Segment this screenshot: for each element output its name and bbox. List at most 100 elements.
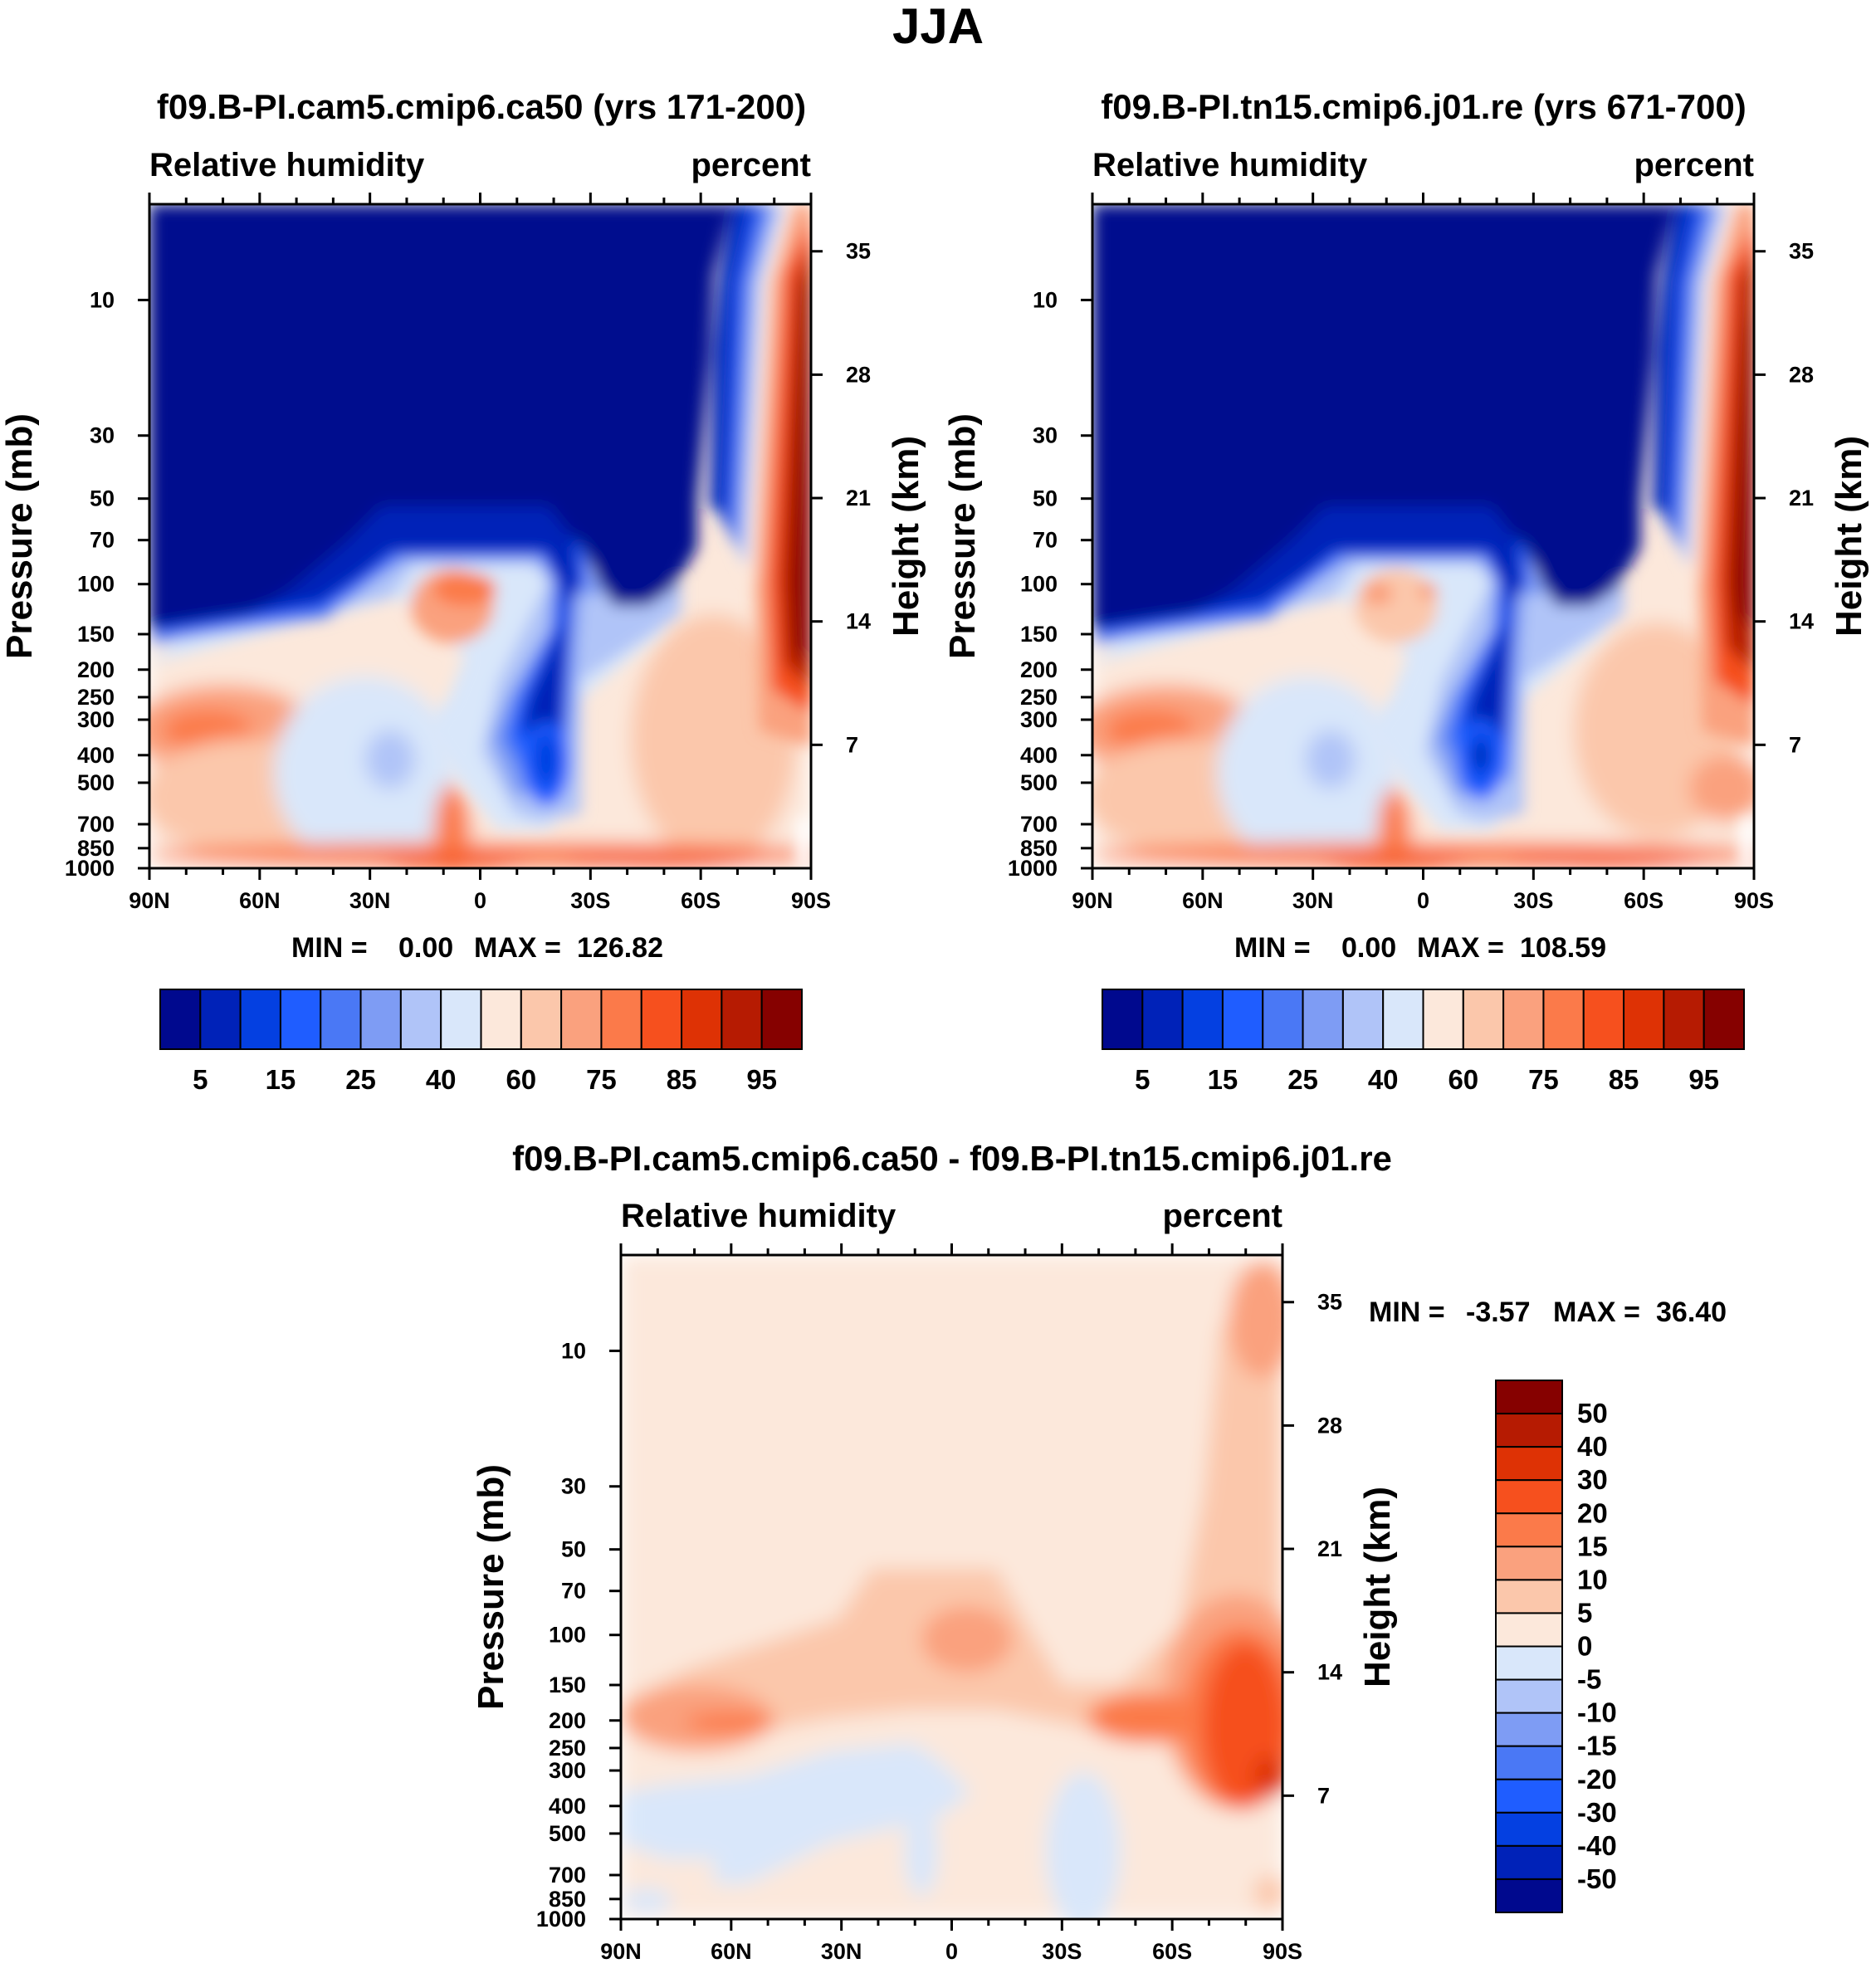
panel-3-colorbar-box <box>1495 1579 1563 1614</box>
panel-3-colorbar-label: 20 <box>1577 1497 1608 1528</box>
panel-2-contour-field <box>1092 204 1754 868</box>
panel-1-x-tick-label: 90S <box>791 888 831 913</box>
panel-1-colorbar-label: 95 <box>746 1064 777 1095</box>
panel-2-pressure-tick-label: 700 <box>1020 812 1058 837</box>
panel-2-colorbar-box <box>1502 989 1545 1050</box>
panel-3-pressure-tick-label: 500 <box>549 1821 586 1846</box>
panel-1-contour-field <box>149 204 811 868</box>
panel-2: f09.B-PI.tn15.cmip6.j01.re (yrs 671-700)… <box>942 87 1869 1095</box>
panel-1-x-tick-label: 30N <box>349 888 391 913</box>
panel-2-colorbar-box <box>1462 989 1505 1050</box>
panel-2-pressure-tick-label: 50 <box>1033 486 1058 511</box>
panel-2-colorbar-box <box>1542 989 1585 1050</box>
panel-3-colorbar-label: -20 <box>1577 1764 1617 1795</box>
panel-1-colorbar-box <box>760 989 803 1050</box>
panel-2-colorbar-label: 5 <box>1135 1064 1150 1095</box>
panel-3: f09.B-PI.cam5.cmip6.ca50 - f09.B-PI.tn15… <box>471 1139 1727 1964</box>
panel-1-colorbar-box <box>440 989 482 1050</box>
panel-3-pressure-tick-label: 250 <box>549 1736 586 1761</box>
panel-1-pressure-tick-label: 400 <box>77 743 115 768</box>
panel-3-pressure-tick-label: 200 <box>549 1708 586 1733</box>
panel-1-x-tick-label: 60S <box>681 888 721 913</box>
panel-3-colorbar-box <box>1495 1811 1563 1847</box>
panel-1-height-tick-label: 35 <box>846 239 871 264</box>
panel-3-colorbar-box <box>1495 1778 1563 1814</box>
panel-2-height-tick-label: 14 <box>1789 609 1814 634</box>
panel-1-colorbar-label: 25 <box>345 1064 376 1095</box>
panel-3-height-tick-label: 35 <box>1317 1290 1342 1315</box>
panel-2-colorbar-box <box>1382 989 1424 1050</box>
panel-2-x-tick-label: 60S <box>1624 888 1663 913</box>
panel-1-colorbar-label: 15 <box>266 1064 296 1095</box>
panel-1-min-label: MIN = <box>291 932 368 964</box>
panel-1-colorbar-label: 40 <box>426 1064 457 1095</box>
panel-3-colorbar-box <box>1495 1712 1563 1747</box>
panel-2-colorbar-label: 60 <box>1448 1064 1478 1095</box>
panel-3-colorbar-box <box>1495 1678 1563 1714</box>
panel-2-colorbar-box <box>1582 989 1625 1050</box>
panel-3-colorbar-box <box>1495 1380 1563 1415</box>
panel-2-y2-axis-title: Height (km) <box>1829 436 1869 637</box>
panel-3-colorbar-box <box>1495 1612 1563 1648</box>
panel-1-pressure-tick-label: 100 <box>77 572 115 597</box>
panel-1-x-tick-label: 90N <box>129 888 170 913</box>
panel-1-title: f09.B-PI.cam5.cmip6.ca50 (yrs 171-200) <box>157 87 806 126</box>
panel-3-x-tick-label: 90S <box>1263 1939 1302 1964</box>
panel-1-x-tick-label: 30S <box>570 888 610 913</box>
panel-1-pressure-tick-label: 150 <box>77 622 115 647</box>
panel-1-colorbar-label: 5 <box>193 1064 208 1095</box>
panel-3-x-tick-label: 90N <box>600 1939 642 1964</box>
panel-3-units-label: percent <box>1163 1198 1283 1234</box>
panel-3-pressure-tick-label: 50 <box>561 1537 586 1562</box>
panel-3-max-value: 36.40 <box>1656 1297 1727 1328</box>
panel-3-x-tick-label: 60N <box>711 1939 752 1964</box>
panel-3-colorbar-label: 5 <box>1577 1597 1592 1628</box>
panel-3-difference-field <box>621 1255 1282 1919</box>
panel-1-pressure-tick-label: 50 <box>90 486 115 511</box>
panel-1-colorbar-box <box>239 989 281 1050</box>
panel-2-pressure-tick-label: 300 <box>1020 707 1058 732</box>
panel-3-y-axis-title: Pressure (mb) <box>471 1464 511 1710</box>
panel-3-pressure-tick-label: 70 <box>561 1579 586 1604</box>
panel-2-pressure-tick-label: 10 <box>1033 287 1058 312</box>
panel-1-max-label: MAX = <box>474 932 561 964</box>
panel-3-pressure-tick-label: 700 <box>549 1863 586 1888</box>
panel-1-pressure-tick-label: 10 <box>90 287 115 312</box>
panel-3-colorbar-label: -30 <box>1577 1797 1617 1828</box>
panel-3-colorbar-label: 15 <box>1577 1531 1608 1561</box>
panel-2-colorbar-label: 40 <box>1368 1064 1399 1095</box>
panel-2-colorbar-box <box>1663 989 1705 1050</box>
panel-1-height-tick-label: 14 <box>846 609 871 634</box>
panel-1-colorbar-box <box>640 989 683 1050</box>
panel-2-colorbar-box <box>1102 989 1144 1050</box>
panel-2-colorbar-box <box>1302 989 1344 1050</box>
panel-1-colorbar-box <box>681 989 723 1050</box>
panel-3-pressure-tick-label: 1000 <box>536 1907 586 1932</box>
panel-1-variable-label: Relative humidity <box>149 147 425 183</box>
panel-2-colorbar-box <box>1703 989 1745 1050</box>
panel-3-pressure-tick-label: 100 <box>549 1623 586 1648</box>
panel-2-colorbar-label: 15 <box>1208 1064 1238 1095</box>
panel-2-pressure-tick-label: 850 <box>1020 836 1058 861</box>
panel-2-x-tick-label: 90N <box>1072 888 1113 913</box>
panel-1-pressure-tick-label: 1000 <box>65 856 115 881</box>
panel-1-colorbar-box <box>320 989 362 1050</box>
panel-1: f09.B-PI.cam5.cmip6.ca50 (yrs 171-200) R… <box>0 87 926 1095</box>
panel-1-height-tick-label: 7 <box>846 732 858 757</box>
panel-2-units-label: percent <box>1634 147 1755 183</box>
panel-2-colorbar-box <box>1181 989 1224 1050</box>
panel-2-colorbar-label: 85 <box>1609 1064 1639 1095</box>
panel-2-pressure-tick-label: 30 <box>1033 423 1058 448</box>
panel-2-pressure-tick-label: 150 <box>1020 622 1058 647</box>
panel-2-height-tick-label: 7 <box>1789 732 1801 757</box>
panel-3-colorbar-label: -40 <box>1577 1830 1617 1861</box>
panel-1-pressure-tick-label: 250 <box>77 685 115 710</box>
panel-3-colorbar-label: -5 <box>1577 1664 1601 1695</box>
panel-3-colorbar-box <box>1495 1446 1563 1482</box>
panel-2-y-axis-title: Pressure (mb) <box>942 413 983 659</box>
panel-2-min-label: MIN = <box>1234 932 1311 964</box>
panel-1-units-label: percent <box>691 147 812 183</box>
panel-3-max-label: MAX = <box>1553 1297 1640 1328</box>
panel-3-colorbar-label: 50 <box>1577 1398 1608 1429</box>
